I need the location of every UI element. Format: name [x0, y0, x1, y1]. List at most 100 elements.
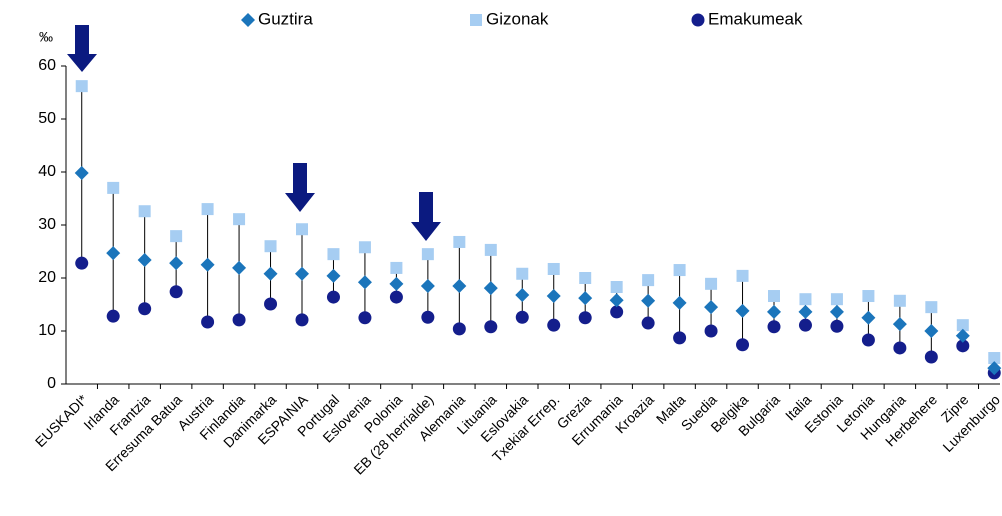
- legend-label: Emakumeak: [708, 9, 803, 28]
- marker-square: [421, 248, 434, 261]
- marker-square: [579, 272, 592, 284]
- marker-square: [390, 261, 403, 274]
- marker-square: [925, 301, 938, 314]
- marker-diamond: [263, 266, 278, 281]
- marker-circle: [75, 256, 89, 270]
- marker-diamond: [955, 328, 970, 343]
- marker-circle: [578, 311, 592, 325]
- marker-diamond: [200, 257, 215, 272]
- legend-label: Gizonak: [486, 9, 549, 28]
- marker-square: [170, 230, 183, 243]
- marker-square: [705, 277, 718, 290]
- marker-diamond: [137, 252, 152, 267]
- marker-circle: [691, 13, 705, 27]
- marker-circle: [767, 320, 781, 334]
- y-tick-label: 40: [38, 163, 56, 180]
- marker-circle: [956, 339, 970, 353]
- marker-diamond: [357, 275, 372, 290]
- marker-square: [547, 262, 560, 275]
- marker-diamond: [295, 266, 309, 281]
- marker-square: [138, 205, 151, 218]
- marker-square: [453, 235, 466, 248]
- marker-diamond: [420, 278, 435, 293]
- marker-diamond: [829, 304, 844, 319]
- marker-diamond: [241, 13, 255, 27]
- marker-diamond: [735, 303, 750, 318]
- marker-diamond: [704, 300, 719, 315]
- marker-circle: [201, 315, 215, 329]
- marker-diamond: [798, 304, 813, 319]
- marker-diamond: [106, 246, 121, 261]
- marker-diamond: [169, 256, 184, 271]
- marker-diamond: [326, 268, 341, 283]
- marker-square: [296, 223, 308, 236]
- marker-square: [736, 269, 749, 282]
- marker-diamond: [74, 166, 89, 181]
- arrow: [285, 163, 315, 212]
- marker-circle: [484, 320, 498, 334]
- highlight-arrows: [67, 25, 441, 241]
- marker-circle: [861, 333, 875, 347]
- marker-circle: [264, 297, 278, 311]
- marker-diamond: [578, 291, 593, 306]
- marker-square: [75, 80, 88, 93]
- marker-square: [470, 14, 482, 26]
- marker-circle: [924, 350, 938, 364]
- marker-square: [642, 274, 655, 287]
- marker-circle: [421, 310, 435, 324]
- marker-square: [862, 290, 875, 303]
- marker-square: [327, 248, 340, 261]
- marker-circle: [358, 311, 372, 325]
- marker-circle: [641, 316, 655, 330]
- marker-square: [673, 264, 686, 277]
- y-axis-label: ‰: [39, 29, 53, 45]
- marker-circle: [295, 313, 309, 327]
- arrow: [67, 25, 97, 72]
- marker-diamond: [483, 281, 498, 296]
- marker-square: [988, 352, 1001, 365]
- y-tick-label: 10: [38, 322, 56, 339]
- marker-circle: [452, 322, 466, 336]
- marker-circle: [610, 305, 624, 319]
- legend-label: Guztira: [258, 9, 313, 28]
- marker-diamond: [861, 310, 876, 325]
- y-tick-label: 20: [38, 269, 56, 286]
- marker-circle: [389, 290, 403, 304]
- marker-diamond: [609, 293, 624, 308]
- y-tick-label: 60: [38, 57, 56, 74]
- marker-square: [768, 290, 780, 303]
- marker-diamond: [515, 287, 530, 302]
- marker-diamond: [987, 361, 1002, 376]
- marker-circle: [326, 290, 340, 304]
- marker-circle: [138, 302, 152, 316]
- marker-square: [516, 267, 529, 280]
- marker-diamond: [892, 317, 907, 332]
- marker-square: [358, 241, 371, 254]
- marker-square: [956, 319, 969, 332]
- marker-diamond: [641, 293, 656, 308]
- marker-square: [484, 243, 497, 256]
- marker-circle: [673, 331, 687, 345]
- y-tick-label: 0: [47, 375, 56, 392]
- marker-circle: [547, 318, 561, 332]
- marker-diamond: [389, 276, 404, 291]
- marker-circle: [106, 309, 120, 323]
- y-tick-label: 50: [38, 110, 56, 127]
- marker-diamond: [232, 260, 247, 275]
- marker-diamond: [452, 278, 467, 293]
- marker-square: [799, 293, 812, 306]
- marker-diamond: [767, 304, 781, 319]
- marker-circle: [798, 318, 812, 332]
- marker-circle: [515, 310, 529, 324]
- marker-square: [107, 181, 120, 194]
- marker-diamond: [672, 295, 687, 310]
- arrow: [411, 192, 441, 241]
- y-tick-label: 30: [38, 216, 56, 233]
- marker-square: [893, 294, 906, 307]
- marker-diamond: [546, 289, 561, 304]
- marker-circle: [736, 338, 750, 352]
- marker-diamond: [924, 324, 939, 338]
- marker-square: [264, 240, 277, 253]
- marker-circle: [232, 313, 246, 327]
